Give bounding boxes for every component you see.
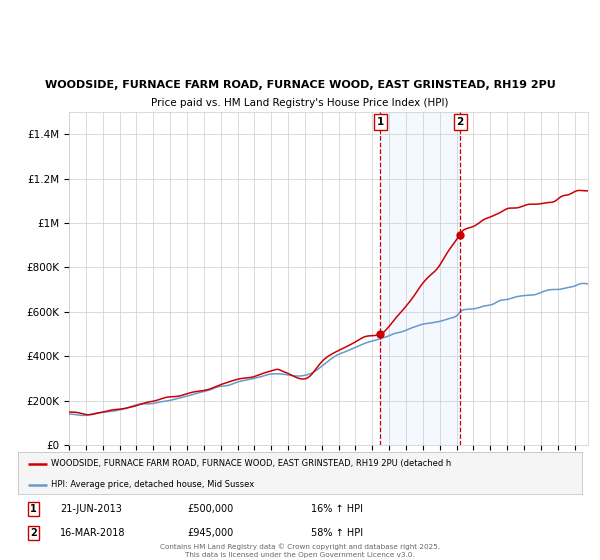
Text: £500,000: £500,000 [187, 504, 233, 514]
Text: 2: 2 [457, 117, 464, 127]
Text: 16% ↑ HPI: 16% ↑ HPI [311, 504, 363, 514]
Text: 1: 1 [31, 504, 37, 514]
Text: Contains HM Land Registry data © Crown copyright and database right 2025.
This d: Contains HM Land Registry data © Crown c… [160, 543, 440, 558]
Text: WOODSIDE, FURNACE FARM ROAD, FURNACE WOOD, EAST GRINSTEAD, RH19 2PU (detached h: WOODSIDE, FURNACE FARM ROAD, FURNACE WOO… [51, 459, 451, 468]
Text: HPI: Average price, detached house, Mid Sussex: HPI: Average price, detached house, Mid … [51, 480, 254, 489]
Text: 58% ↑ HPI: 58% ↑ HPI [311, 528, 364, 538]
Text: 16-MAR-2018: 16-MAR-2018 [60, 528, 126, 538]
Text: 21-JUN-2013: 21-JUN-2013 [60, 504, 122, 514]
Text: 1: 1 [377, 117, 384, 127]
Text: WOODSIDE, FURNACE FARM ROAD, FURNACE WOOD, EAST GRINSTEAD, RH19 2PU: WOODSIDE, FURNACE FARM ROAD, FURNACE WOO… [44, 80, 556, 90]
Text: Price paid vs. HM Land Registry's House Price Index (HPI): Price paid vs. HM Land Registry's House … [151, 98, 449, 108]
Text: £945,000: £945,000 [187, 528, 233, 538]
Bar [380, 112, 460, 445]
Text: 2: 2 [31, 528, 37, 538]
